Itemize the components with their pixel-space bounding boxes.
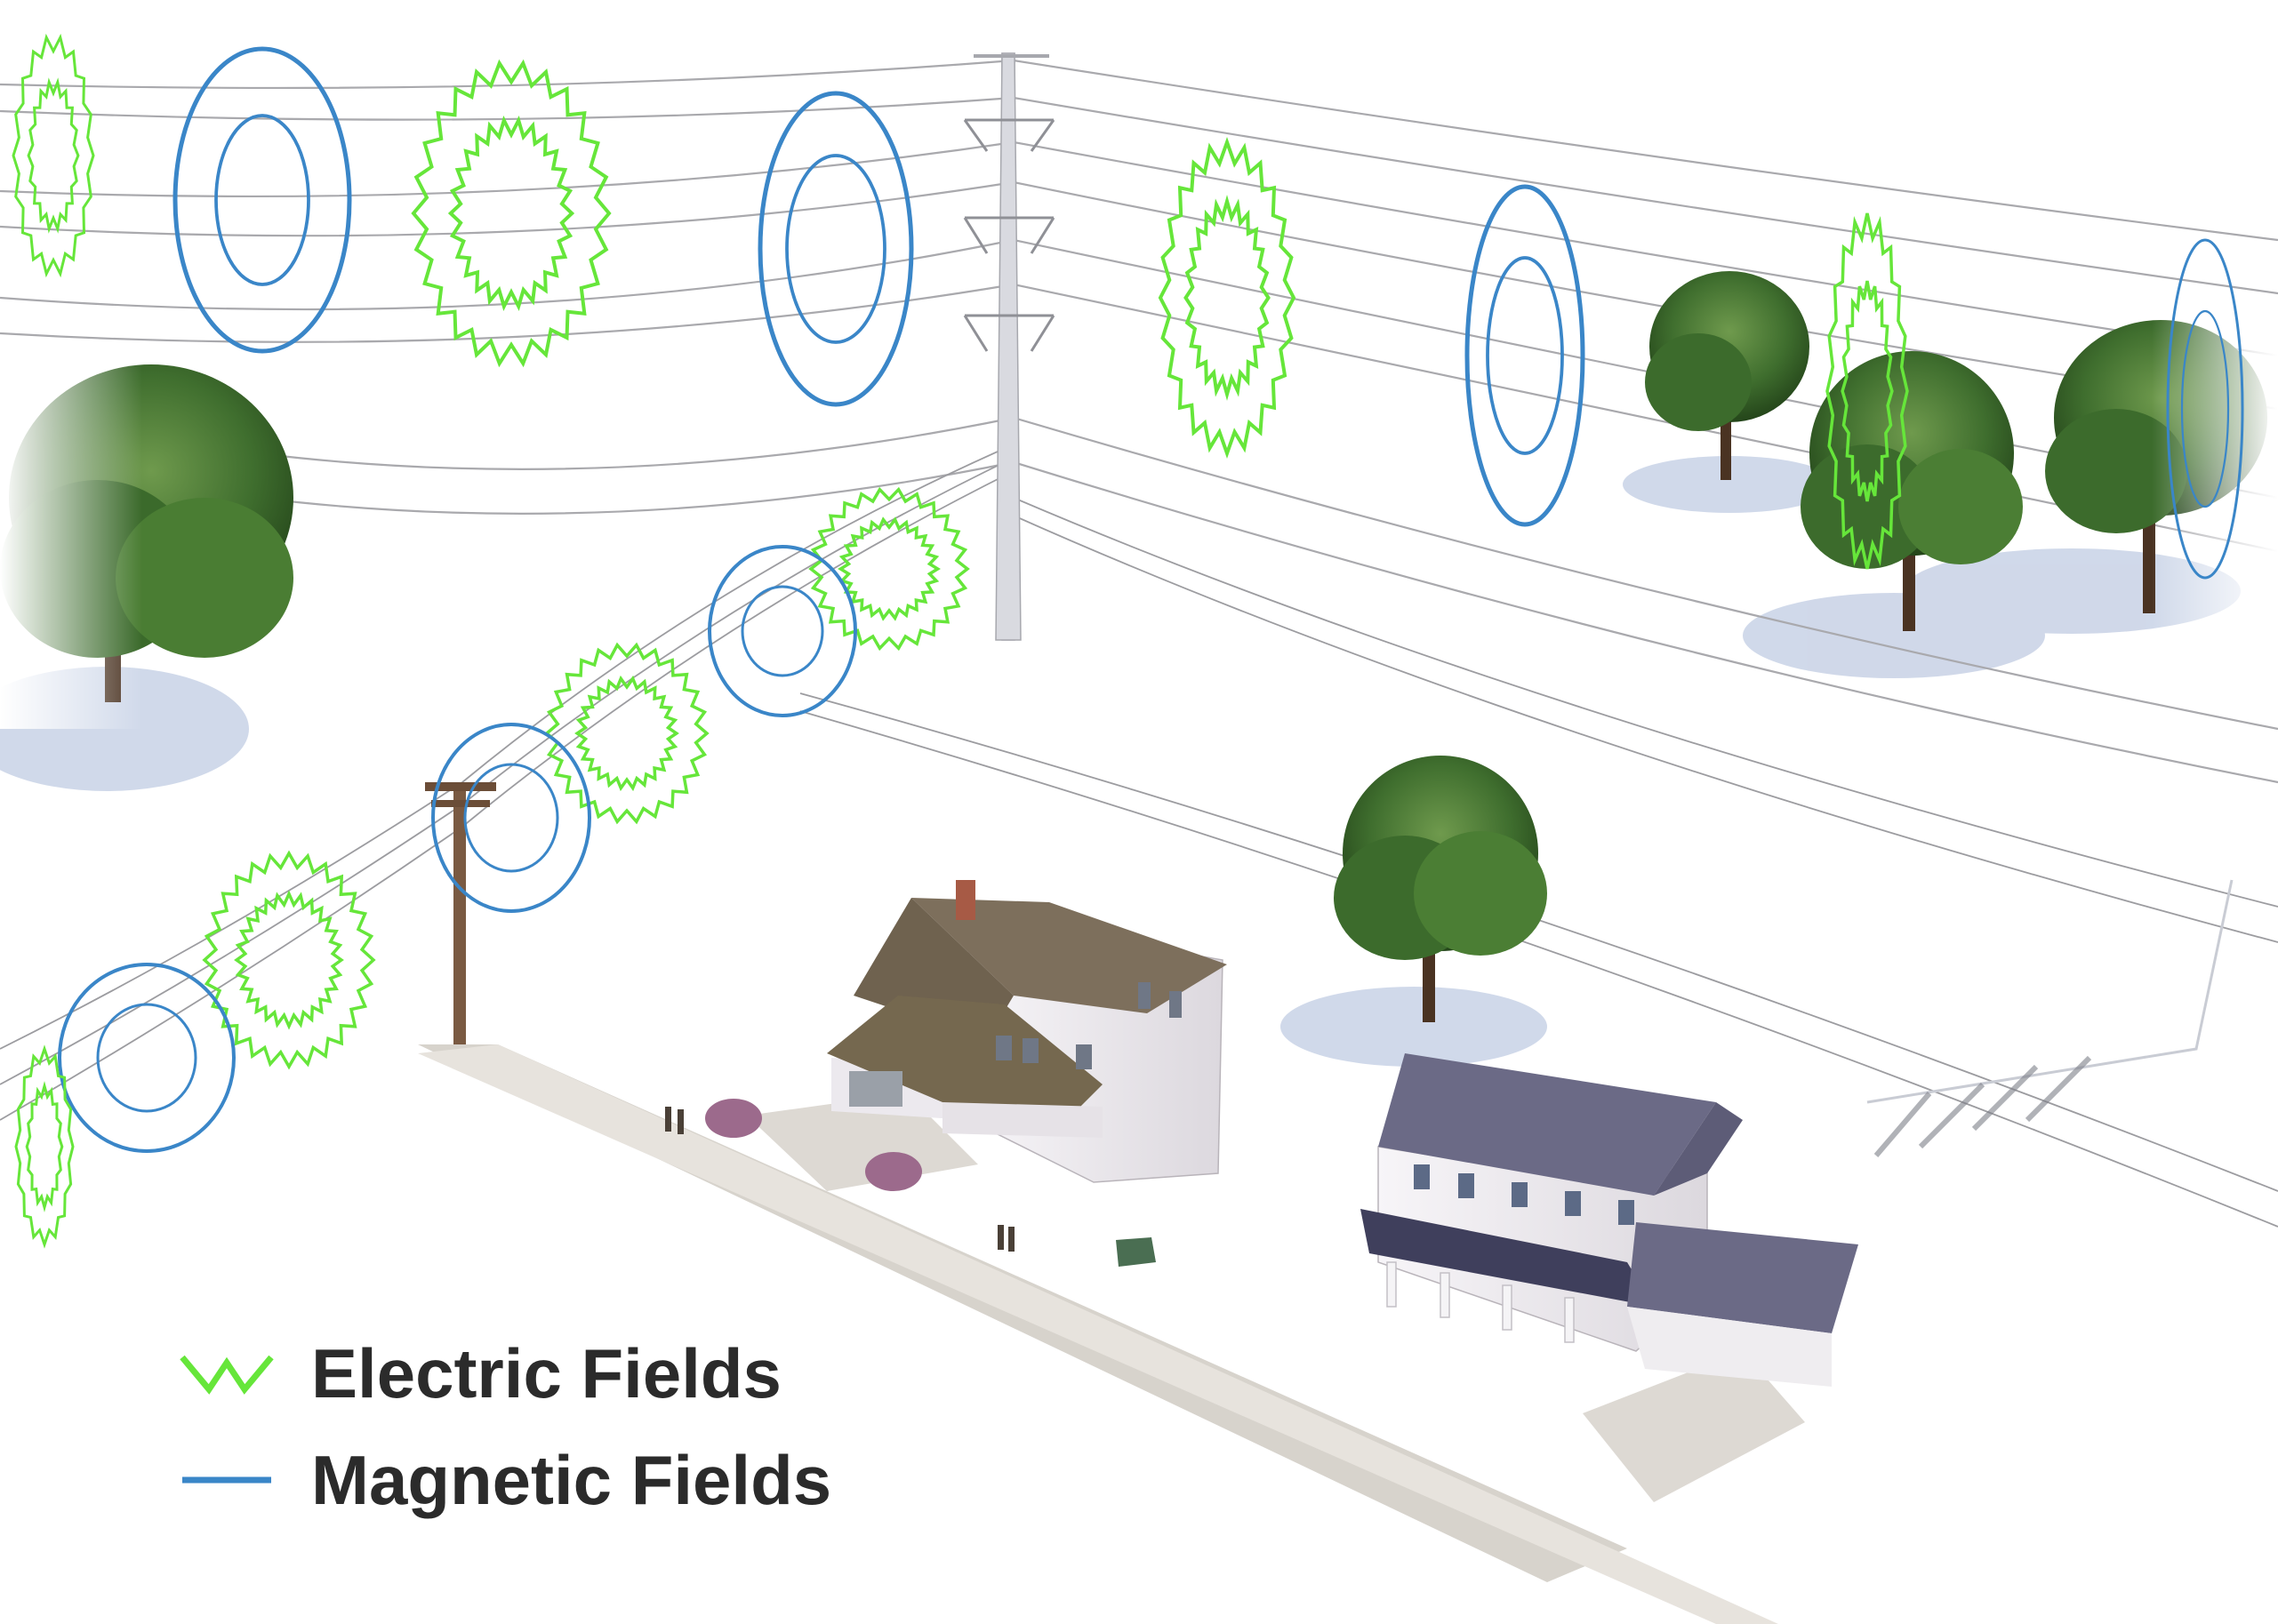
field-rings <box>12 33 2244 1249</box>
electric-field-ring <box>202 850 376 1070</box>
magnetic-field-ring <box>708 545 857 717</box>
pedestrians <box>665 1107 1015 1252</box>
legend-magnetic-label: Magnetic Fields <box>311 1441 832 1519</box>
magnetic-field-ring <box>58 963 236 1153</box>
driveway-right <box>1583 1351 1805 1502</box>
transmission-tower <box>963 52 1055 641</box>
bush <box>705 1099 762 1138</box>
distribution-pole <box>425 782 496 1049</box>
magnetic-field-ring <box>758 91 914 407</box>
backdrop-edge <box>1866 879 2234 1104</box>
bush <box>865 1152 922 1191</box>
legend-electric: Electric Fields <box>178 1329 978 1418</box>
magnetic-field-ring <box>2166 238 2244 580</box>
electric-field-ring <box>1825 212 1909 570</box>
legend: Electric Fields Magnetic Fields <box>178 1329 978 1560</box>
trees <box>0 271 2278 1022</box>
house-right <box>1360 1053 1858 1387</box>
tree-far-right-3 <box>2045 311 2278 649</box>
house-left <box>827 880 1227 1183</box>
magnetic-field-ring <box>431 723 591 913</box>
power-lines <box>0 59 2278 784</box>
magnetic-field-ring <box>1464 184 1585 527</box>
pylon-shadows <box>1873 1055 2092 1157</box>
tree-far-right-1 <box>1645 271 1809 480</box>
magnetic-line-icon <box>182 1476 271 1484</box>
electric-field-ring <box>808 486 970 652</box>
electric-field-ring <box>411 59 612 368</box>
legend-magnetic: Magnetic Fields <box>178 1436 978 1524</box>
tree-middle <box>1334 756 1547 1022</box>
props <box>665 1099 1156 1267</box>
electric-zigzag-icon <box>180 1355 274 1395</box>
electric-field-ring <box>14 1044 75 1249</box>
electric-field-ring <box>1158 136 1296 460</box>
tree-left <box>0 356 293 729</box>
magnetic-field-ring <box>172 46 352 354</box>
electric-field-ring <box>12 33 95 278</box>
tree-far-right-2 <box>1801 351 2023 631</box>
legend-electric-label: Electric Fields <box>311 1334 782 1412</box>
transformer-box <box>1116 1237 1156 1267</box>
